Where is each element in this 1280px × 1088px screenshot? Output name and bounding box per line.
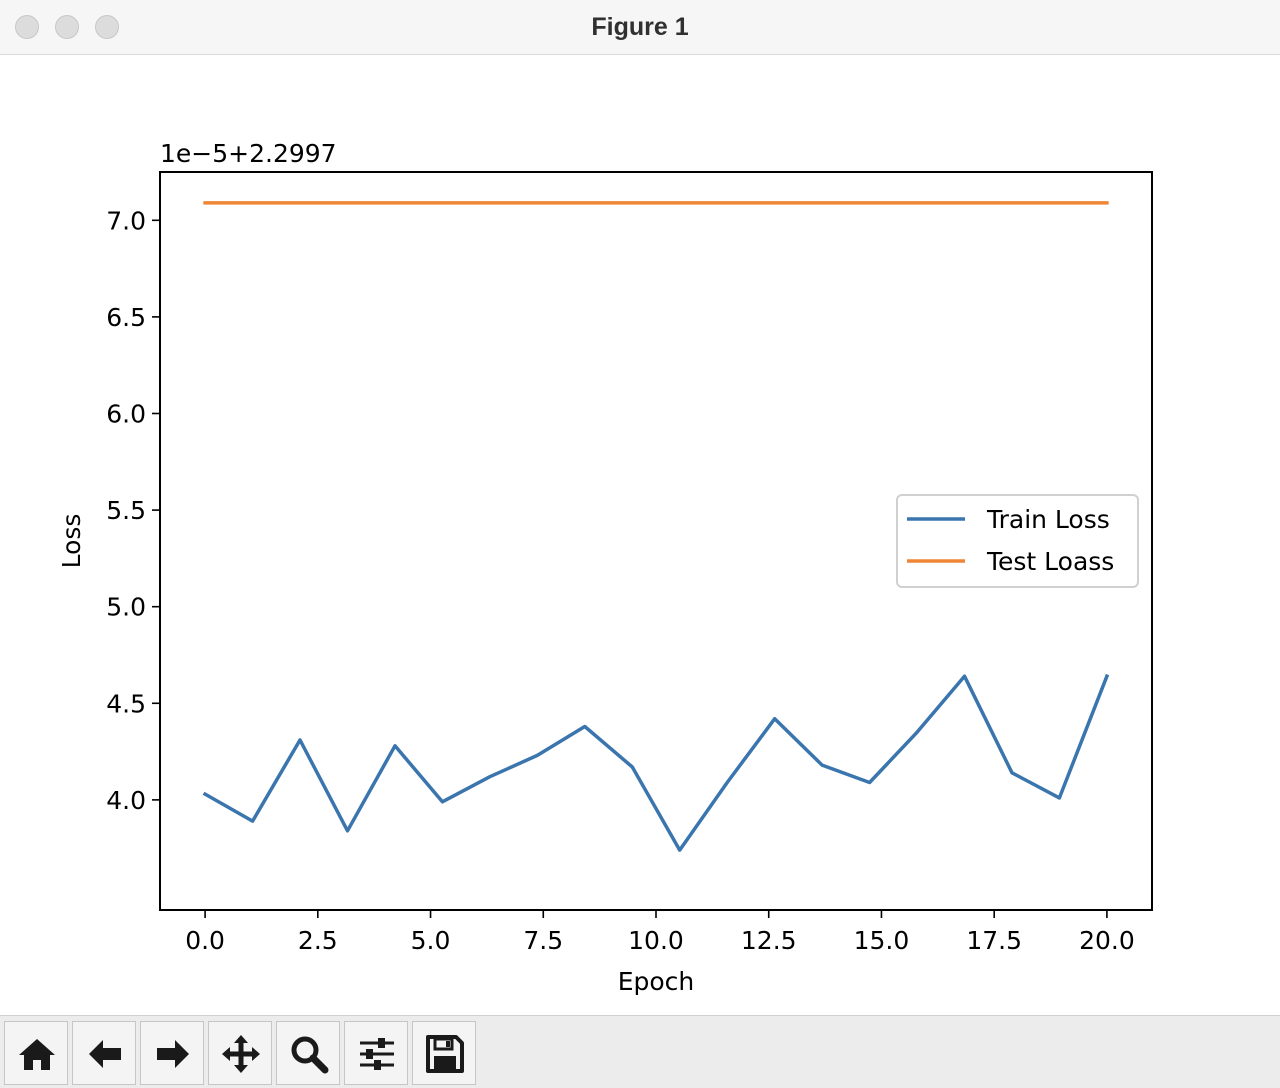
home-icon [19,1039,55,1070]
x-tick-label: 2.5 [298,926,338,955]
sliders-icon [360,1038,394,1070]
series-line-1 [202,673,1110,852]
close-window-button[interactable] [15,15,39,39]
y-tick-label: 7.0 [106,206,146,235]
legend-label-1: Train Loss [986,505,1110,534]
y-tick-label: 5.0 [106,593,146,622]
arrow-left-icon [89,1040,121,1068]
x-tick-label: 15.0 [854,926,910,955]
legend[interactable]: Train Loss Test Loass [896,494,1139,588]
configure-subplots-button[interactable] [344,1021,408,1085]
series-layer [202,201,1110,852]
x-tick-label: 0.0 [185,926,225,955]
y-tick-label: 5.5 [106,496,146,525]
x-tick-label: 5.0 [411,926,451,955]
y-tick-label: 6.0 [106,399,146,428]
x-axis: 0.0 2.5 5.0 7.5 10.0 12.5 15.0 17.5 20.0 [185,910,1135,955]
x-tick-label: 7.5 [523,926,563,955]
minimize-window-button[interactable] [55,15,79,39]
y-axis: 4.0 4.5 5.0 5.5 6.0 6.5 7.0 [106,206,160,815]
title-bar: Figure 1 [0,0,1280,55]
x-tick-label: 10.0 [628,926,684,955]
y-tick-label: 6.5 [106,303,146,332]
zoom-window-button[interactable] [95,15,119,39]
x-tick-label: 20.0 [1079,926,1135,955]
back-button[interactable] [72,1021,136,1085]
zoom-button[interactable] [276,1021,340,1085]
legend-label-2: Test Loass [986,547,1114,576]
loss-chart[interactable]: 0.0 2.5 5.0 7.5 10.0 12.5 15.0 17.5 20.0 4.0 4.5 5… [0,55,1280,1015]
y-tick-label: 4.5 [106,689,146,718]
y-tick-label: 4.0 [106,786,146,815]
figure-canvas[interactable]: 0.0 2.5 5.0 7.5 10.0 12.5 15.0 17.5 20.0 4.0 4.5 5… [0,55,1280,1015]
pan-button[interactable] [208,1021,272,1085]
floppy-disk-icon [426,1035,464,1073]
home-button[interactable] [4,1021,68,1085]
y-axis-label: Loss [57,514,86,569]
y-offset-text: 1e−5+2.2997 [160,139,337,168]
x-tick-label: 12.5 [741,926,797,955]
x-axis-label: Epoch [618,967,695,996]
window-title: Figure 1 [591,13,689,41]
move-icon [222,1035,260,1073]
save-button[interactable] [412,1021,476,1085]
navigation-toolbar [0,1015,1280,1088]
magnifier-icon [291,1036,329,1074]
x-tick-label: 17.5 [966,926,1022,955]
arrow-right-icon [157,1040,189,1068]
forward-button[interactable] [140,1021,204,1085]
